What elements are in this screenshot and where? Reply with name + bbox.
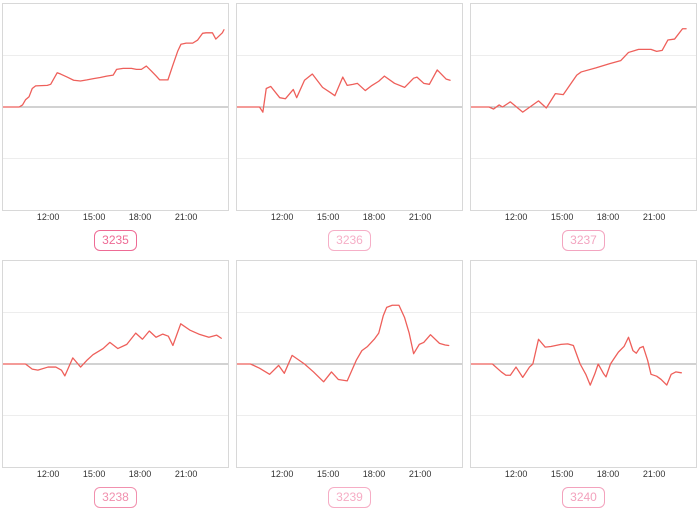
line-chart-svg: [237, 55, 462, 159]
x-axis-ticks: 12:00 15:00 18:00 21:00: [2, 468, 229, 481]
x-tick-label: 18:00: [362, 212, 386, 222]
x-tick-label: 18:00: [362, 469, 386, 479]
chart-id-badge-3236[interactable]: 3236: [328, 230, 371, 251]
x-tick-label: 15:00: [550, 469, 574, 479]
line-chart-plot[interactable]: [236, 260, 463, 468]
x-tick-label: 18:00: [596, 212, 620, 222]
series-line: [471, 336, 682, 386]
x-axis-ticks: 12:00 15:00 18:00 21:00: [2, 211, 229, 224]
x-tick-label: 15:00: [82, 469, 106, 479]
badge-row: 3240: [470, 481, 697, 508]
line-chart-svg: [3, 29, 228, 159]
x-axis-ticks: 12:00 15:00 18:00 21:00: [470, 211, 697, 224]
x-tick-label: 12:00: [36, 212, 60, 222]
x-tick-label: 18:00: [596, 469, 620, 479]
chart-id-badge-3238[interactable]: 3238: [94, 487, 137, 508]
line-chart-plot[interactable]: [2, 3, 229, 211]
x-tick-label: 15:00: [316, 212, 340, 222]
chart-id-badge-3237[interactable]: 3237: [562, 230, 605, 251]
x-axis-ticks: 12:00 15:00 18:00 21:00: [236, 468, 463, 481]
x-tick-label: 15:00: [550, 212, 574, 222]
x-tick-label: 12:00: [504, 212, 528, 222]
x-tick-label: 21:00: [642, 212, 666, 222]
x-tick-label: 12:00: [504, 469, 528, 479]
series-line: [471, 28, 687, 113]
line-chart-svg: [3, 312, 228, 416]
x-axis-ticks: 12:00 15:00 18:00 21:00: [470, 468, 697, 481]
line-chart-plot[interactable]: [470, 260, 697, 468]
chart-id-badge-3235[interactable]: 3235: [94, 230, 137, 251]
x-tick-label: 12:00: [270, 469, 294, 479]
series-line: [3, 323, 222, 377]
x-axis-ticks: 12:00 15:00 18:00 21:00: [236, 211, 463, 224]
line-chart-plot[interactable]: [470, 3, 697, 211]
line-chart-plot[interactable]: [2, 260, 229, 468]
x-tick-label: 15:00: [316, 469, 340, 479]
series-line: [237, 304, 450, 383]
badge-row: 3235: [2, 224, 229, 257]
series-line: [3, 29, 225, 108]
badge-row: 3237: [470, 224, 697, 257]
line-chart-plot[interactable]: [236, 3, 463, 211]
x-tick-label: 21:00: [174, 212, 198, 222]
line-chart-svg: [471, 312, 696, 416]
badge-row: 3239: [236, 481, 463, 508]
x-tick-label: 12:00: [270, 212, 294, 222]
badge-row: 3236: [236, 224, 463, 257]
line-chart-svg: [237, 304, 462, 416]
x-tick-label: 21:00: [642, 469, 666, 479]
series-line: [237, 69, 451, 113]
chart-id-badge-3239[interactable]: 3239: [328, 487, 371, 508]
x-tick-label: 15:00: [82, 212, 106, 222]
x-tick-label: 21:00: [408, 212, 432, 222]
x-tick-label: 21:00: [174, 469, 198, 479]
chart-id-badge-3240[interactable]: 3240: [562, 487, 605, 508]
x-tick-label: 18:00: [128, 212, 152, 222]
x-tick-label: 18:00: [128, 469, 152, 479]
x-tick-label: 12:00: [36, 469, 60, 479]
x-tick-label: 21:00: [408, 469, 432, 479]
badge-row: 3238: [2, 481, 229, 508]
line-chart-svg: [471, 28, 696, 159]
